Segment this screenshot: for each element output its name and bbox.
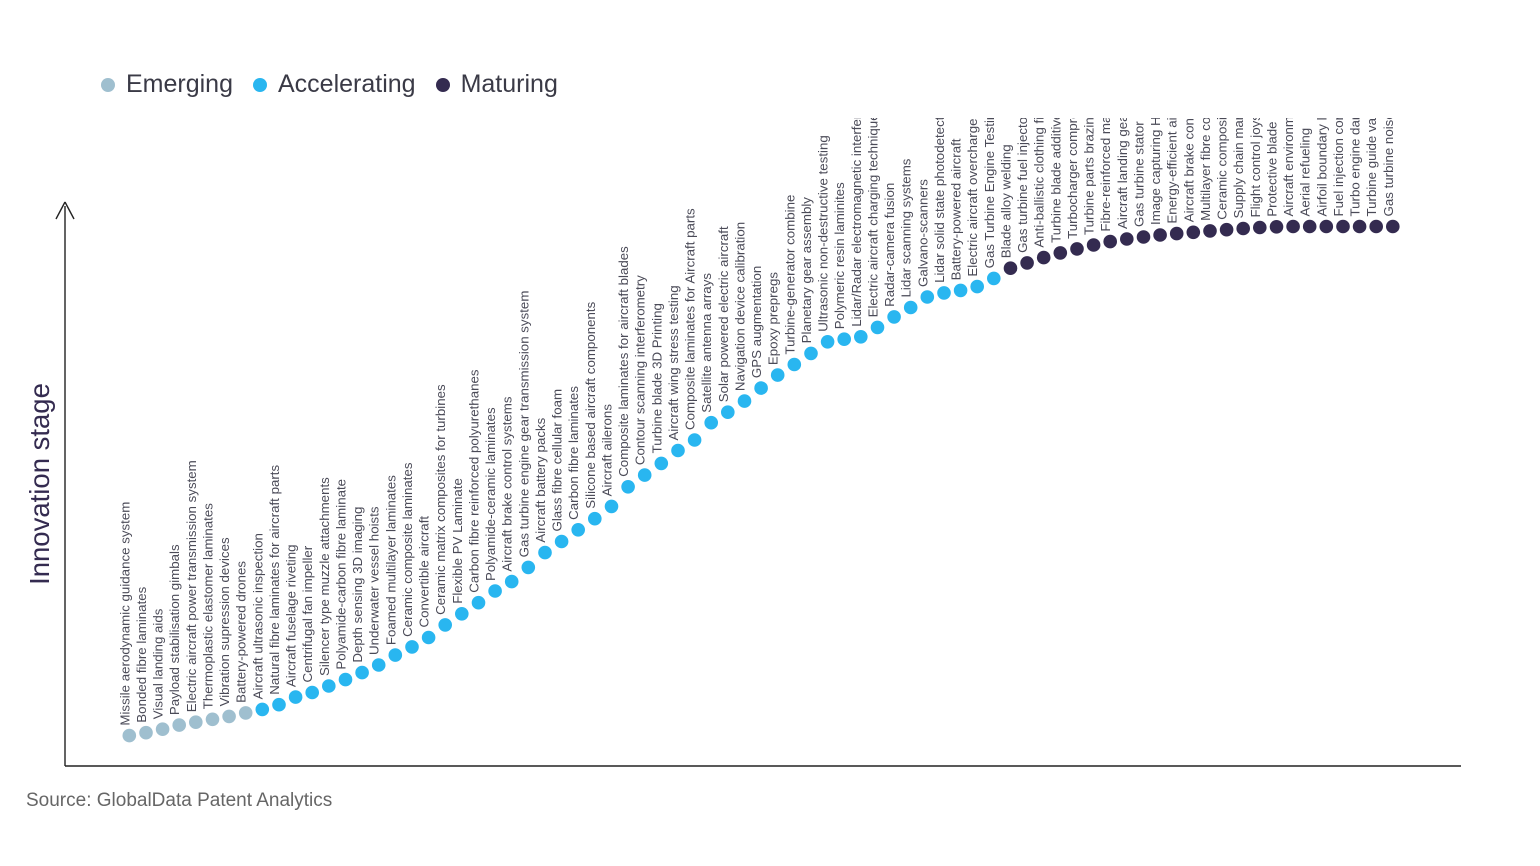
svg-text:Lidar/Radar electromagnetic in: Lidar/Radar electromagnetic interference… (849, 27, 864, 326)
svg-text:Fibre-reinforced material join: Fibre-reinforced material joining techni… (1098, 0, 1113, 232)
svg-text:Electric aircraft charging tec: Electric aircraft charging techniques (866, 106, 881, 317)
svg-text:Epoxy prepregs: Epoxy prepregs (766, 272, 781, 365)
svg-text:Vibration supression devices: Vibration supression devices (217, 537, 232, 706)
svg-text:Carbon fibre laminates: Carbon fibre laminates (566, 386, 581, 520)
svg-text:Energy-efficient aircraft air: Energy-efficient aircraft air conditioni… (1165, 0, 1180, 224)
svg-text:Aircraft ultrasonic inspection: Aircraft ultrasonic inspection (250, 533, 265, 699)
svg-text:GPS augmentation: GPS augmentation (749, 266, 764, 378)
svg-text:Composite laminates for aircra: Composite laminates for aircraft blades (616, 246, 631, 477)
svg-text:Supply chain management system: Supply chain management systems (1231, 8, 1246, 218)
svg-text:Turbine blade 3D Printing: Turbine blade 3D Printing (649, 303, 664, 453)
svg-text:Electric aircraft overcharge p: Electric aircraft overcharge protection (965, 56, 980, 276)
svg-text:Polyamide-carbon fibre laminat: Polyamide-carbon fibre laminate (334, 479, 349, 670)
svg-text:Galvano-scanners: Galvano-scanners (915, 179, 930, 287)
svg-text:Composite laminates for Aircra: Composite laminates for Aircraft parts (683, 208, 698, 430)
svg-text:Flight control joysticks: Flight control joysticks (1248, 87, 1263, 217)
svg-text:Aircraft battery packs: Aircraft battery packs (533, 417, 548, 542)
svg-text:Ceramic matrix composites for: Ceramic matrix composites for turbines (433, 384, 448, 615)
svg-text:Satellite antenna arrays: Satellite antenna arrays (699, 273, 714, 413)
svg-text:Depth sensing 3D imaging: Depth sensing 3D imaging (350, 507, 365, 663)
svg-text:Planetary gear assembly: Planetary gear assembly (799, 197, 814, 344)
svg-text:Ceramic composite hollow blade: Ceramic composite hollow blades (1215, 21, 1230, 219)
svg-text:Turbo engine dampeners: Turbo engine dampeners (1348, 68, 1363, 216)
svg-text:Bonded fibre laminates: Bonded fibre laminates (134, 586, 149, 722)
svg-text:Gas turbine engine gear transm: Gas turbine engine gear transmission sys… (516, 291, 531, 558)
svg-text:Silencer type muzzle attachmen: Silencer type muzzle attachments (317, 477, 332, 676)
svg-text:Missile aerodynamic guidance s: Missile aerodynamic guidance system (117, 502, 132, 726)
svg-text:Aircraft landing gear: Aircraft landing gear (1115, 109, 1130, 229)
svg-text:Gas turbine stator vanes: Gas turbine stator vanes (1132, 82, 1147, 227)
svg-text:Polymeric resin laminites: Polymeric resin laminites (832, 182, 847, 329)
svg-text:Electric aircraft power transm: Electric aircraft power transmission sys… (184, 460, 199, 712)
svg-text:Turbine parts brazing: Turbine parts brazing (1082, 110, 1097, 235)
svg-text:Turbine-generator combine: Turbine-generator combine (782, 195, 797, 355)
svg-text:Battery-powered aircraft: Battery-powered aircraft (949, 138, 964, 280)
svg-text:Thermoplastic elastomer lamina: Thermoplastic elastomer laminates (201, 503, 216, 710)
svg-text:Glass fibre cellular foam: Glass fibre cellular foam (550, 389, 565, 532)
svg-text:Turbocharger compressors: Turbocharger compressors (1065, 79, 1080, 238)
svg-text:Anti-ballistic clothing fibres: Anti-ballistic clothing fibres (1032, 91, 1047, 248)
svg-text:Radar-camera fusion: Radar-camera fusion (882, 183, 897, 307)
svg-text:Carbon fibre reinforced polyur: Carbon fibre reinforced polyurethanes (467, 369, 482, 593)
svg-text:Foamed multilayer laminates: Foamed multilayer laminates (383, 475, 398, 645)
svg-text:Blade alloy welding: Blade alloy welding (999, 144, 1014, 258)
svg-text:Flexible PV Laminate: Flexible PV Laminate (450, 478, 465, 604)
svg-text:Ceramic composite laminates: Ceramic composite laminates (400, 462, 415, 637)
svg-text:Gas Turbine Engine Testing: Gas Turbine Engine Testing (982, 105, 997, 268)
svg-text:Underwater vessel hoists: Underwater vessel hoists (367, 506, 382, 655)
svg-text:Lidar solid state photodetecto: Lidar solid state photodetectors (932, 98, 947, 283)
svg-text:Gas turbine fuel injectors: Gas turbine fuel injectors (1015, 105, 1030, 252)
svg-text:Protective blade coatings: Protective blade coatings (1265, 68, 1280, 217)
svg-text:Navigation device calibration: Navigation device calibration (733, 222, 748, 391)
svg-text:Battery-powered drones: Battery-powered drones (234, 561, 249, 703)
svg-text:Aircraft environment control s: Aircraft environment control system (1281, 8, 1296, 216)
svg-text:Solar powered electric aircraf: Solar powered electric aircraft (716, 226, 731, 402)
svg-text:Polyamide-ceramic laminates: Polyamide-ceramic laminates (483, 407, 498, 581)
svg-text:Turbine guide vane assembly: Turbine guide vane assembly (1364, 43, 1379, 217)
svg-text:Image capturing HUDs: Image capturing HUDs (1148, 90, 1163, 225)
svg-text:Aircraft ailerons: Aircraft ailerons (600, 404, 615, 497)
svg-text:Payload stabilisation gimbals: Payload stabilisation gimbals (167, 544, 182, 715)
svg-text:Gas turbine noise dampeners: Gas turbine noise dampeners (1381, 42, 1396, 217)
svg-text:Turbine blade additive restora: Turbine blade additive restoration (1048, 46, 1063, 243)
svg-text:Aircraft brake control systems: Aircraft brake control systems (500, 396, 515, 571)
svg-text:Fuel injection control systems: Fuel injection control systems (1331, 42, 1346, 217)
svg-text:Natural fibre laminates for ai: Natural fibre laminates for aircraft par… (267, 465, 282, 695)
svg-text:Aircraft brake control system: Aircraft brake control system fault moni… (1181, 0, 1196, 222)
svg-text:Convertible aircraft: Convertible aircraft (417, 516, 432, 628)
svg-text:Ultrasonic non-destructive tes: Ultrasonic non-destructive testing (816, 135, 831, 332)
svg-text:Aerial refueling: Aerial refueling (1298, 128, 1313, 217)
svg-text:Aircraft fuselage riveting: Aircraft fuselage riveting (284, 544, 299, 687)
svg-text:Contour scanning interferometr: Contour scanning interferometry (633, 275, 648, 465)
svg-text:Centrifugal fan impeller: Centrifugal fan impeller (300, 545, 315, 682)
svg-text:Multilayer fibre composites: Multilayer fibre composites (1198, 63, 1213, 221)
svg-text:Visual landing aids: Visual landing aids (151, 608, 166, 719)
svg-text:Lidar scanning systems: Lidar scanning systems (899, 158, 914, 297)
svg-text:Silicone based aircraft compon: Silicone based aircraft components (583, 301, 598, 508)
svg-text:Aircraft wing stress testing: Aircraft wing stress testing (666, 285, 681, 440)
svg-text:Airfoil boundary layer modific: Airfoil boundary layer modification (1314, 17, 1329, 217)
